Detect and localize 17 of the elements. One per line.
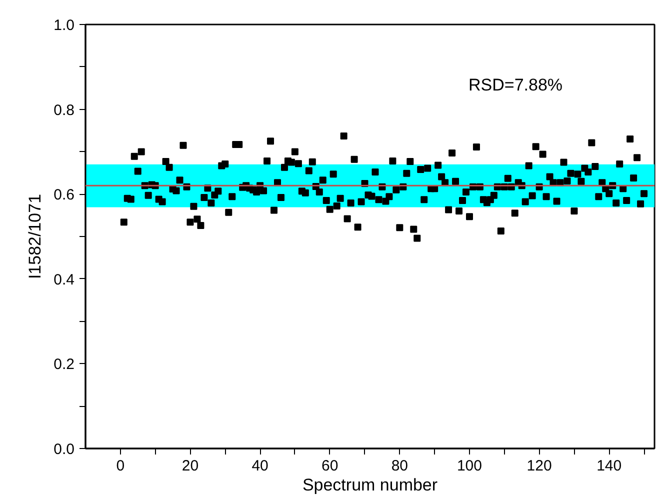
y-axis-title: I1582/1071 xyxy=(26,194,45,280)
y-tick-label: 0.2 xyxy=(54,356,75,374)
x-axis-title: Spectrum number xyxy=(302,476,438,494)
x-tick-label: 20 xyxy=(182,458,199,474)
y-tick-label: 0.0 xyxy=(54,441,75,458)
y-tick-label: 0.4 xyxy=(54,271,75,288)
y-tick-label: 0.6 xyxy=(54,186,75,204)
x-tick-label: 0 xyxy=(116,458,125,474)
x-tick-label: 120 xyxy=(526,458,552,474)
y-tick-label: 0.8 xyxy=(54,102,75,119)
y-tick-label: 1.0 xyxy=(54,17,75,34)
x-tick-label: 140 xyxy=(596,458,622,474)
annotation: RSD=7.88% xyxy=(468,76,563,94)
x-tick-label: 60 xyxy=(322,458,338,474)
x-tick-label: 40 xyxy=(252,458,268,474)
x-tick-label: 80 xyxy=(391,458,408,474)
x-tick-label: 100 xyxy=(456,458,482,474)
